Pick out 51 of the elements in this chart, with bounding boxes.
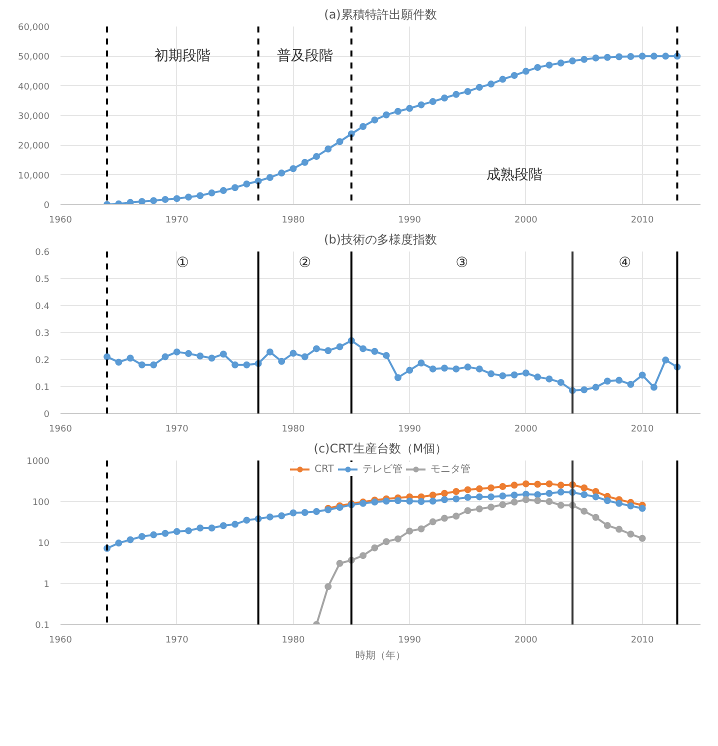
- x-tick-label: 1990: [398, 636, 422, 646]
- y-tick-label: 0.1: [35, 621, 50, 631]
- x-tick-label: 2010: [630, 636, 654, 646]
- x-tick-label: 1960: [49, 216, 72, 226]
- y-tick-label: 0.1: [35, 383, 50, 393]
- y-tick-label: 1000: [26, 457, 50, 467]
- y-tick-label: 50,000: [18, 52, 50, 63]
- x-tick-label: 2000: [514, 636, 538, 646]
- annotation: 普及段階: [276, 47, 333, 64]
- y-tick-label: 30,000: [18, 112, 50, 122]
- x-tick-label: 2010: [630, 424, 654, 434]
- legend-label: テレビ管: [362, 463, 402, 476]
- x-tick-label: 1980: [282, 216, 305, 226]
- y-tick-label: 20,000: [18, 142, 50, 152]
- annotation: 初期段階: [154, 48, 211, 64]
- chart-title: (b)技術の多様度指数: [324, 232, 437, 246]
- x-tick-label: 1960: [49, 636, 72, 646]
- annotation: ④: [618, 254, 632, 271]
- annotation: 成熟段階: [486, 166, 542, 183]
- x-tick-label: 1990: [398, 216, 422, 226]
- legend-label: モニタ管: [430, 463, 470, 476]
- x-tick-label: 1970: [165, 424, 189, 434]
- x-tick-label: 1980: [282, 424, 305, 434]
- legend-label: CRT: [314, 463, 334, 475]
- chart-title: (a)累積特許出願件数: [324, 8, 437, 22]
- y-tick-label: 60,000: [18, 23, 50, 33]
- x-axis-title: 時期（年）: [356, 650, 406, 662]
- y-tick-label: 0.3: [35, 329, 50, 339]
- annotation: ③: [456, 254, 468, 271]
- x-tick-label: 1990: [398, 424, 422, 434]
- y-tick-label: 0.6: [35, 248, 50, 258]
- x-tick-label: 1980: [282, 636, 305, 646]
- x-tick-label: 1960: [49, 424, 72, 434]
- y-tick-label: 0.4: [35, 302, 50, 312]
- x-tick-label: 2000: [514, 216, 538, 226]
- x-tick-label: 2000: [514, 424, 538, 434]
- chart-title: (c)CRT生産台数（M個）: [314, 442, 448, 456]
- x-tick-label: 2010: [630, 216, 654, 226]
- y-tick-label: 1: [44, 580, 50, 590]
- annotation: ②: [298, 254, 312, 271]
- x-tick-label: 1970: [165, 216, 189, 226]
- y-tick-label: 0: [44, 201, 50, 211]
- y-tick-label: 0: [44, 410, 50, 420]
- y-tick-label: 10,000: [18, 171, 50, 182]
- y-tick-label: 0.2: [35, 356, 50, 366]
- y-tick-label: 100: [32, 498, 50, 508]
- y-tick-label: 10: [38, 539, 50, 549]
- x-tick-label: 1970: [165, 636, 189, 646]
- annotation: ①: [176, 254, 189, 271]
- y-tick-label: 0.5: [35, 275, 50, 285]
- y-tick-label: 40,000: [18, 82, 50, 92]
